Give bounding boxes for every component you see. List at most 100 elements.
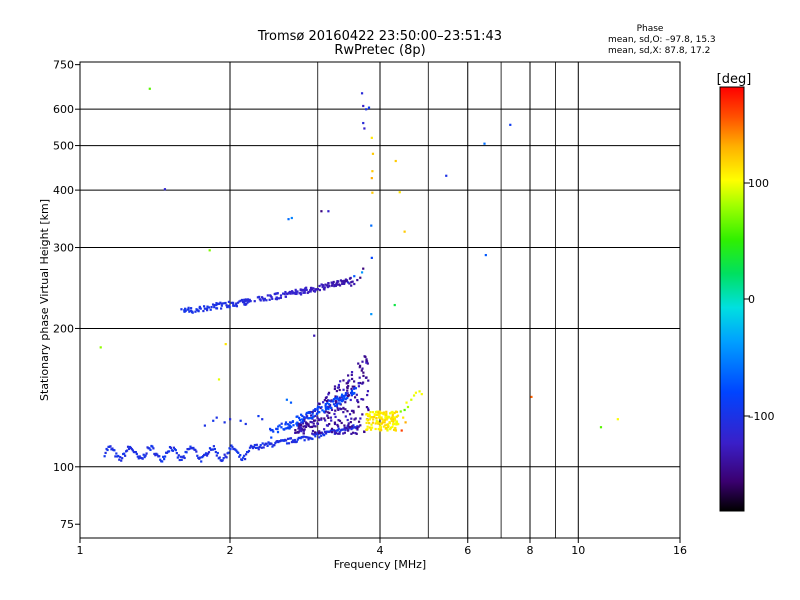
data-point [395, 421, 398, 424]
data-point [298, 422, 301, 425]
data-point [215, 454, 218, 457]
data-point [268, 298, 271, 301]
data-point [257, 414, 260, 418]
data-point [280, 426, 283, 429]
data-point [344, 393, 348, 396]
data-point [327, 393, 330, 396]
data-point [338, 388, 341, 392]
data-point [298, 292, 301, 295]
data-point [356, 399, 359, 403]
data-point [253, 300, 256, 303]
data-point [362, 267, 365, 270]
data-point [277, 425, 280, 428]
data-point [228, 306, 231, 309]
x-tick-label: 4 [377, 544, 384, 557]
data-point [344, 401, 347, 404]
data-point [373, 414, 376, 417]
data-point [328, 403, 331, 406]
data-point [333, 412, 336, 416]
data-point [280, 422, 283, 425]
data-point [362, 398, 365, 401]
data-point [211, 448, 215, 451]
data-point [372, 415, 376, 419]
data-point [307, 438, 310, 441]
data-point [297, 430, 301, 433]
data-point [343, 279, 346, 282]
data-point [172, 446, 175, 449]
data-point [288, 290, 292, 294]
data-point [209, 308, 212, 311]
data-point [384, 424, 387, 427]
data-point [279, 296, 283, 299]
data-point [356, 426, 359, 430]
data-point [404, 421, 407, 424]
data-point [361, 367, 364, 370]
data-point [353, 396, 357, 399]
data-point [242, 300, 245, 304]
colorbar-unit-label: [deg] [717, 72, 752, 87]
data-point [265, 442, 268, 445]
data-point [351, 425, 354, 428]
data-point [357, 405, 360, 408]
data-point [304, 425, 308, 429]
data-point [305, 416, 308, 419]
data-point [131, 449, 135, 452]
data-point [302, 435, 305, 438]
data-point [119, 456, 122, 459]
data-point [302, 425, 305, 428]
data-point [324, 431, 327, 434]
data-point [316, 407, 319, 410]
data-point [339, 380, 342, 383]
data-point [343, 397, 346, 400]
data-point [395, 420, 398, 423]
data-point [414, 391, 418, 394]
data-point [339, 279, 343, 282]
data-point [311, 421, 314, 424]
data-point [351, 280, 354, 283]
data-point [314, 425, 317, 428]
data-point [335, 403, 339, 406]
data-point [360, 271, 364, 274]
data-point [287, 442, 291, 445]
data-point [330, 281, 333, 284]
data-point [356, 278, 359, 282]
data-point [389, 427, 392, 431]
data-point [335, 281, 338, 284]
data-point [378, 416, 382, 419]
data-point [344, 398, 347, 401]
data-point [103, 455, 106, 458]
data-point [377, 422, 380, 425]
data-point [350, 373, 353, 377]
data-point [291, 439, 295, 442]
data-point [350, 417, 353, 420]
data-point [350, 371, 354, 374]
data-point [355, 427, 358, 430]
data-point [369, 428, 373, 431]
data-point [332, 400, 335, 403]
data-point [350, 281, 353, 284]
data-point [205, 307, 209, 310]
data-point [305, 423, 308, 426]
data-point [245, 303, 248, 306]
data-point [329, 406, 333, 409]
data-point [357, 381, 360, 385]
data-point [316, 408, 319, 411]
data-point [207, 306, 211, 309]
data-point [339, 397, 342, 400]
data-point [145, 452, 148, 455]
data-point [231, 445, 234, 449]
data-point [324, 410, 327, 413]
data-point [314, 435, 317, 438]
data-point [313, 433, 316, 436]
data-point [382, 412, 385, 416]
data-point [244, 298, 247, 301]
data-point [342, 411, 345, 414]
data-point [347, 384, 350, 388]
data-point [371, 170, 374, 173]
data-point [348, 277, 352, 280]
data-point [365, 358, 368, 361]
data-point [361, 360, 364, 363]
data-point [333, 429, 336, 432]
data-point [324, 419, 327, 422]
data-point [203, 307, 206, 310]
